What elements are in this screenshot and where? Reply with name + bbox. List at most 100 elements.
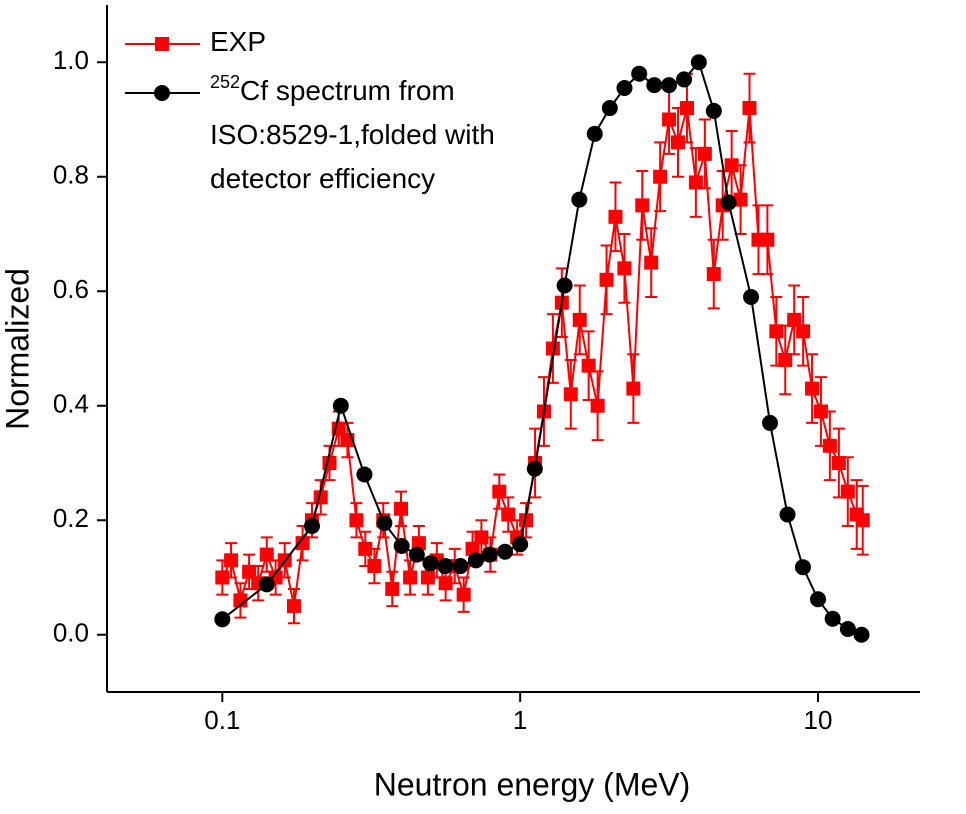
marker [705, 102, 722, 119]
marker [853, 626, 870, 643]
marker [259, 547, 274, 562]
marker [653, 169, 668, 184]
marker [452, 558, 469, 575]
marker [563, 387, 578, 402]
marker [839, 621, 856, 638]
marker [796, 324, 811, 339]
marker [742, 101, 757, 116]
marker [794, 559, 811, 576]
marker [805, 381, 820, 396]
marker [545, 341, 560, 356]
y-tick-label: 0.6 [53, 274, 89, 304]
marker [762, 414, 779, 431]
y-tick-label: 0.4 [53, 389, 89, 419]
marker [322, 456, 337, 470]
marker [769, 324, 784, 339]
marker [456, 587, 471, 602]
marker [492, 484, 507, 499]
marker [408, 546, 425, 563]
marker [787, 312, 802, 327]
marker [286, 599, 301, 614]
marker [679, 101, 694, 116]
marker [295, 536, 310, 551]
marker [581, 358, 596, 373]
marker [258, 576, 275, 593]
marker [601, 100, 618, 117]
y-tick-label: 1.0 [53, 45, 89, 75]
marker [571, 191, 588, 208]
marker [572, 312, 587, 327]
legend-text-line: detector efficiency [210, 163, 435, 194]
x-tick-label: 1 [513, 705, 527, 735]
legend-text-line: EXP [210, 26, 266, 57]
marker [393, 538, 410, 555]
marker [822, 438, 837, 453]
marker [481, 546, 498, 563]
marker [420, 570, 435, 585]
marker [437, 558, 454, 575]
marker [233, 593, 248, 608]
marker [644, 255, 659, 270]
legend-label: 252Cf spectrum from ISO:8529-1,folded wi… [210, 72, 503, 195]
marker [631, 65, 648, 82]
marker [688, 175, 703, 190]
legend-text-line: Cf spectrum from [240, 75, 462, 106]
marker [411, 536, 426, 551]
marker [824, 610, 841, 627]
marker [779, 506, 796, 523]
marker [467, 552, 484, 569]
marker [810, 591, 827, 608]
x-tick-label: 0.1 [204, 705, 240, 735]
marker [676, 71, 693, 88]
marker [660, 77, 677, 94]
marker [608, 209, 623, 224]
x-tick-label: 10 [804, 705, 833, 735]
marker [556, 277, 573, 294]
marker [813, 404, 828, 419]
marker [626, 381, 641, 396]
marker [474, 530, 489, 545]
legend-marker [154, 85, 170, 101]
marker [590, 398, 605, 413]
marker [526, 460, 543, 477]
marker [720, 194, 737, 211]
marker [733, 192, 748, 207]
marker [690, 54, 707, 71]
marker [303, 517, 320, 534]
marker [778, 352, 793, 367]
x-axis-title: Neutron energy (MeV) [374, 766, 691, 802]
marker [671, 135, 686, 150]
marker [831, 456, 846, 470]
marker [512, 536, 529, 553]
y-tick-label: 0.0 [53, 618, 89, 648]
marker [855, 513, 870, 528]
marker [635, 198, 650, 213]
marker [376, 515, 393, 532]
y-tick-label: 0.8 [53, 160, 89, 190]
marker [367, 559, 382, 574]
legend-marker [155, 37, 169, 51]
marker [501, 507, 516, 522]
marker [616, 80, 633, 97]
marker [356, 466, 373, 483]
marker [358, 541, 373, 556]
marker [385, 581, 400, 596]
legend-superscript: 252 [210, 72, 240, 92]
marker [724, 158, 739, 173]
marker [403, 570, 418, 585]
marker [599, 272, 614, 287]
marker [215, 570, 230, 585]
marker [214, 611, 231, 628]
marker [438, 576, 453, 591]
marker [743, 288, 760, 305]
marker [497, 543, 514, 560]
marker [586, 125, 603, 142]
y-tick-label: 0.2 [53, 503, 89, 533]
y-axis-title: Normalized [0, 268, 35, 430]
marker [617, 261, 632, 276]
marker [349, 513, 364, 528]
marker [519, 513, 534, 528]
marker [662, 112, 677, 127]
legend-label: EXP [210, 26, 266, 57]
